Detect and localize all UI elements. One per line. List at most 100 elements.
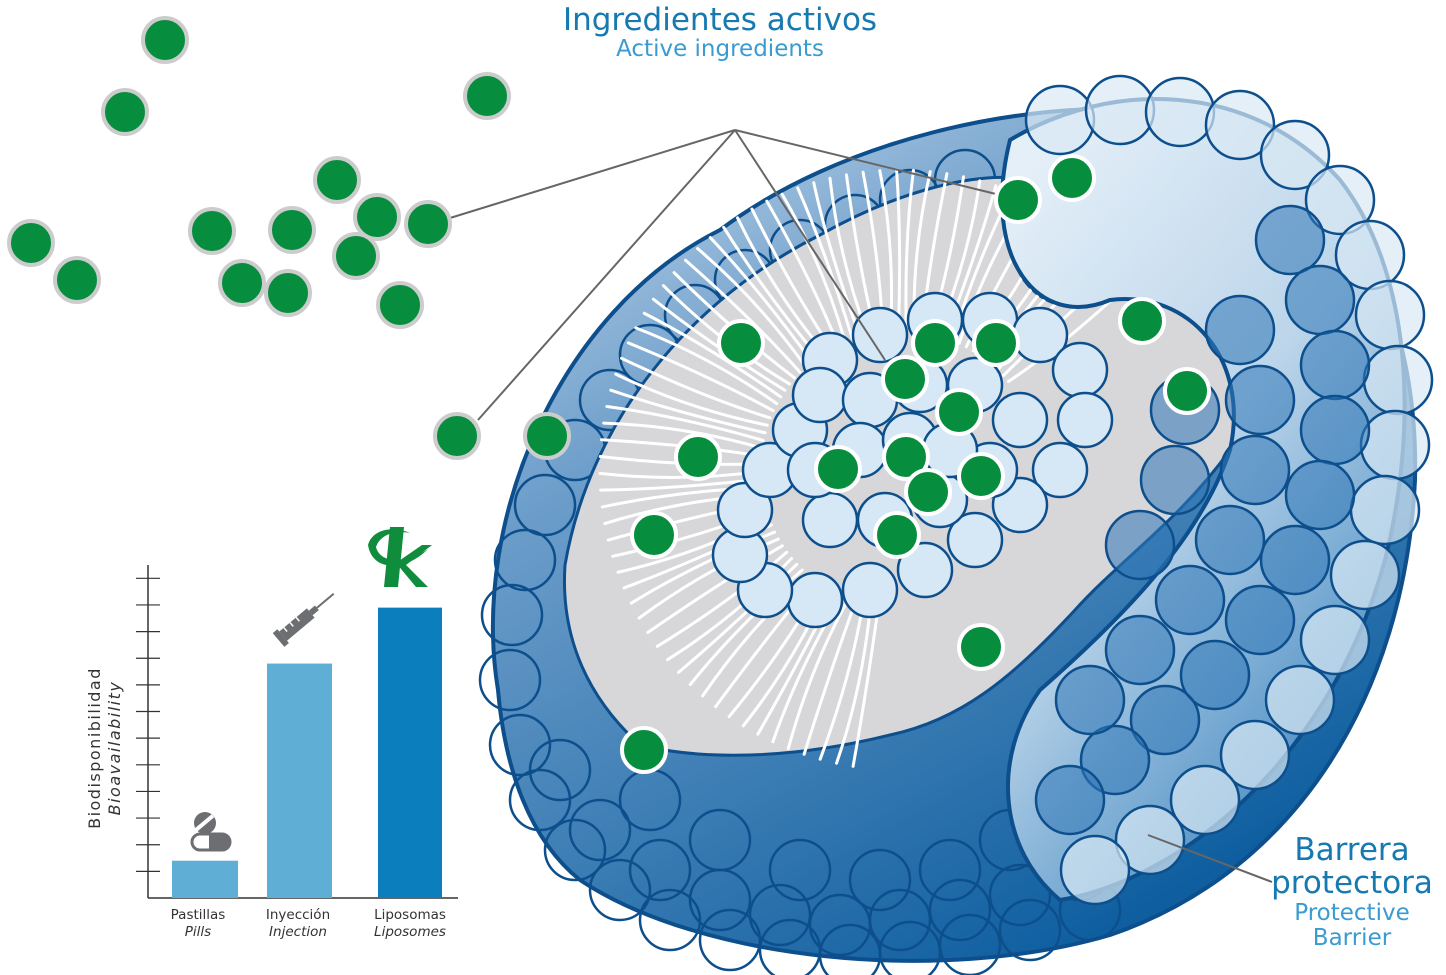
lipid-head <box>1359 409 1431 481</box>
active-ingredient-dot <box>268 206 316 254</box>
chart-bar <box>267 663 332 898</box>
lipid-head <box>938 913 1002 975</box>
lipid-head <box>1284 264 1356 336</box>
active-ingredient-dot <box>882 433 930 481</box>
active-ingredient-dot <box>957 623 1005 671</box>
lipid-tail <box>812 181 862 338</box>
lipid-head <box>513 473 577 537</box>
lipid-head <box>1299 329 1371 401</box>
lipid-tail <box>708 236 813 364</box>
lipid-tail <box>684 258 802 374</box>
active-ingredient-dot <box>264 269 312 317</box>
lipid-head <box>801 491 859 549</box>
lipid-head <box>1299 394 1371 466</box>
lipid-head <box>786 571 844 629</box>
lipid-tail <box>614 372 769 427</box>
lipid-head <box>998 898 1062 962</box>
chart-category-en: Liposomes <box>374 923 446 940</box>
lipid-head <box>528 738 592 802</box>
active-ingredient-dot <box>53 256 101 304</box>
lipid-head <box>493 528 557 592</box>
lipid-tail <box>904 168 915 332</box>
active-ingredients-label-en: Active ingredients <box>616 36 824 63</box>
lipid-head <box>928 878 992 942</box>
lipid-head <box>628 838 692 902</box>
lipid-head <box>848 848 912 912</box>
lipid-head <box>1219 434 1291 506</box>
chart-category-en: Pills <box>184 923 212 940</box>
lipid-head <box>896 541 954 599</box>
chart-bar <box>378 607 442 898</box>
lipid-tail <box>722 225 820 359</box>
chart-category-es: Pastillas <box>170 907 226 923</box>
active-ingredient-dot <box>7 219 55 267</box>
lipid-head <box>946 511 1004 569</box>
lipid-head <box>1259 119 1331 191</box>
active-ingredient-dot <box>620 726 668 774</box>
active-ingredient-dot <box>523 412 571 460</box>
lipid-tail <box>786 598 850 750</box>
lipid-tail <box>602 421 764 450</box>
lipid-head <box>1254 204 1326 276</box>
lipid-head <box>841 561 899 619</box>
active-ingredient-dot <box>935 388 983 436</box>
active-ingredient-particles <box>7 16 1211 774</box>
lipid-head <box>1056 391 1114 449</box>
lipid-head <box>1079 724 1151 796</box>
lipid-head <box>1329 539 1401 611</box>
lipid-tail <box>626 341 775 413</box>
lipid-head <box>1204 89 1276 161</box>
lipid-tail <box>642 311 783 399</box>
lipid-head <box>1354 279 1426 351</box>
active-ingredient-dot <box>101 88 149 136</box>
lipid-head <box>688 808 752 872</box>
lipid-head <box>1224 364 1296 436</box>
chart-category-en: Injection <box>269 923 327 940</box>
lipid-head <box>1219 719 1291 791</box>
lipid-head <box>1054 664 1126 736</box>
active-ingredients-label-es: Ingredientes activos <box>562 2 878 38</box>
lipid-head <box>1144 76 1216 148</box>
active-ingredient-dot <box>463 72 511 120</box>
lipid-head <box>768 838 832 902</box>
active-ingredients-label: Ingredientes activos Active ingredients <box>560 2 880 63</box>
lipid-head <box>1179 639 1251 711</box>
active-ingredient-dot <box>376 281 424 329</box>
lipid-tail <box>651 297 787 392</box>
active-ingredient-dot <box>141 16 189 64</box>
lipid-head <box>748 883 812 947</box>
lipid-head <box>1051 341 1109 399</box>
lipid-tail <box>796 186 854 340</box>
protective-barrier-label-es: Barrera protectora <box>1271 832 1433 902</box>
lipid-tail <box>802 601 857 756</box>
lipid-head <box>1104 509 1176 581</box>
lipid-head <box>918 838 982 902</box>
active-ingredient-dot <box>313 156 361 204</box>
chart-x-tick-label: Liposomas Liposomes <box>355 907 465 941</box>
lipid-head <box>1084 74 1156 146</box>
active-ingredient-dot <box>1118 297 1166 345</box>
chart-y-axis-label: Biodisponibilidad Bioavailability <box>85 633 125 863</box>
chart-y-ticks <box>136 577 160 872</box>
lipid-head <box>1059 834 1131 906</box>
lipid-tail <box>620 356 772 420</box>
lipid-head <box>508 768 572 832</box>
lipid-head <box>1139 444 1211 516</box>
lipid-tail <box>696 247 808 369</box>
active-ingredient-dot <box>957 452 1005 500</box>
lipid-head <box>1259 524 1331 596</box>
active-ingredient-dot <box>1048 154 1096 202</box>
lipid-head <box>480 583 544 647</box>
lipid-tail <box>634 326 779 406</box>
active-ingredient-dot <box>332 232 380 280</box>
lipid-head <box>478 648 542 712</box>
k-brand-logo-icon <box>368 527 432 587</box>
callout-lines <box>449 129 1273 883</box>
active-ingredient-dot <box>994 176 1042 224</box>
lipid-head <box>991 391 1049 449</box>
active-ingredient-dot <box>1163 367 1211 415</box>
pill-capsule-icon <box>190 812 232 852</box>
active-ingredient-dot <box>674 433 722 481</box>
lipid-head <box>488 713 552 777</box>
